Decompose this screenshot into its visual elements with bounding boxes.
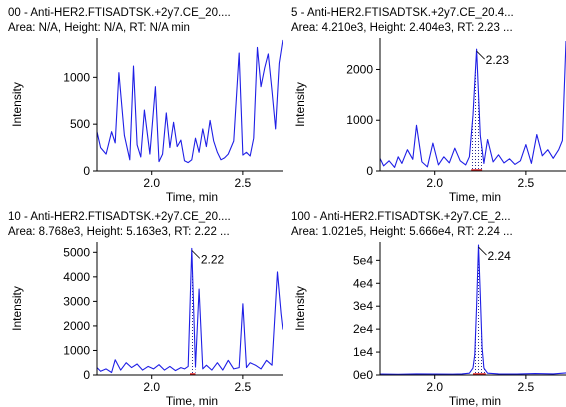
y-tick-label: 3000 <box>63 294 90 308</box>
y-tick-label: 0 <box>83 164 90 178</box>
y-tick-label: 3e4 <box>353 299 373 313</box>
y-axis-label: Intensity <box>293 82 307 127</box>
panel-subtitle: Area: 8.768e3, Height: 5.163e3, RT: 2.22… <box>8 226 230 238</box>
x-tick-label: 2.5 <box>518 176 535 190</box>
y-tick-label: 5e4 <box>353 253 373 267</box>
x-axis-label: Time, min <box>449 394 501 407</box>
y-tick-label: 500 <box>70 117 90 131</box>
panel-title: 100 - Anti-HER2.FTISADTSK.+2y7.CE_2... <box>291 211 511 223</box>
panel-title: 00 - Anti-HER2.FTISADTSK.+2y7.CE_20.... <box>8 7 231 19</box>
chromatogram-panel-100: 0e0 1e4 2e4 3e4 4e4 5e4 2.0 2.5 Time, min Intensi… <box>283 204 566 407</box>
y-tick-label: 1000 <box>346 113 373 127</box>
series-line <box>380 244 566 375</box>
x-tick-label: 2.5 <box>518 380 535 394</box>
panel-subtitle: Area: 4.210e3, Height: 2.404e3, RT: 2.23… <box>291 22 513 34</box>
x-tick-label: 2.5 <box>235 176 252 190</box>
y-tick-label: 4000 <box>63 270 90 284</box>
y-tick-label: 2e4 <box>353 322 373 336</box>
chromatogram-plot-10: 0 1000 2000 3000 4000 5000 2.0 2.5 Time, min Inte… <box>10 242 283 407</box>
y-axis-label: Intensity <box>10 286 24 331</box>
peak-label: 2.24 <box>487 249 511 263</box>
y-tick-label: 1000 <box>63 343 90 357</box>
x-axis-label: Time, min <box>166 190 218 203</box>
chromatogram-panel-10: 0 1000 2000 3000 4000 5000 2.0 2.5 Time, min Inte… <box>0 204 283 407</box>
peak-label: 2.22 <box>201 252 225 266</box>
chromatogram-panel-5: 0 1000 2000 2.0 2.5 Time, min Intensity 2.23 5 … <box>283 0 566 203</box>
x-tick-label: 2.0 <box>143 176 160 190</box>
panel-title: 10 - Anti-HER2.FTISADTSK.+2y7.CE_20.... <box>8 211 231 223</box>
x-tick-label: 2.5 <box>235 380 252 394</box>
chromatogram-panel-00: 0 500 1000 2.0 2.5 Time, min Intensity 00 - An… <box>0 0 283 203</box>
peak-leader-line <box>476 50 485 60</box>
x-axis-label: Time, min <box>449 190 501 203</box>
chromatogram-plot-00: 0 500 1000 2.0 2.5 Time, min Intensity <box>10 38 283 203</box>
panel-subtitle: Area: N/A, Height: N/A, RT: N/A min <box>8 22 190 34</box>
y-tick-label: 2000 <box>63 319 90 333</box>
y-tick-label: 0e0 <box>353 368 373 382</box>
y-tick-label: 1e4 <box>353 345 373 359</box>
y-axis-label: Intensity <box>10 82 24 127</box>
panel-subtitle: Area: 1.021e5, Height: 5.666e4, RT: 2.24… <box>291 226 513 238</box>
series-line <box>380 40 566 168</box>
y-tick-label: 0 <box>83 368 90 382</box>
peak-area <box>473 245 486 375</box>
chromatogram-plot-100: 0e0 1e4 2e4 3e4 4e4 5e4 2.0 2.5 Time, min Intensi… <box>293 242 566 407</box>
panel-title: 5 - Anti-HER2.FTISADTSK.+2y7.CE_20.4... <box>291 7 514 19</box>
peak-area <box>471 49 483 171</box>
y-tick-label: 1000 <box>63 70 90 84</box>
y-tick-label: 2000 <box>346 62 373 76</box>
y-tick-label: 4e4 <box>353 276 373 290</box>
peak-leader-line <box>478 246 487 256</box>
chromatogram-plot-5: 0 1000 2000 2.0 2.5 Time, min Intensity 2.23 <box>293 38 566 203</box>
y-tick-label: 5000 <box>63 245 90 259</box>
y-axis-label: Intensity <box>293 286 307 331</box>
y-tick-label: 0 <box>366 164 373 178</box>
series-line <box>97 39 283 164</box>
peak-leader-line <box>191 250 201 259</box>
x-tick-label: 2.0 <box>426 176 443 190</box>
x-tick-label: 2.0 <box>426 380 443 394</box>
series-line <box>97 247 283 374</box>
x-tick-label: 2.0 <box>143 380 160 394</box>
peak-label: 2.23 <box>486 53 510 67</box>
x-axis-label: Time, min <box>166 394 218 407</box>
